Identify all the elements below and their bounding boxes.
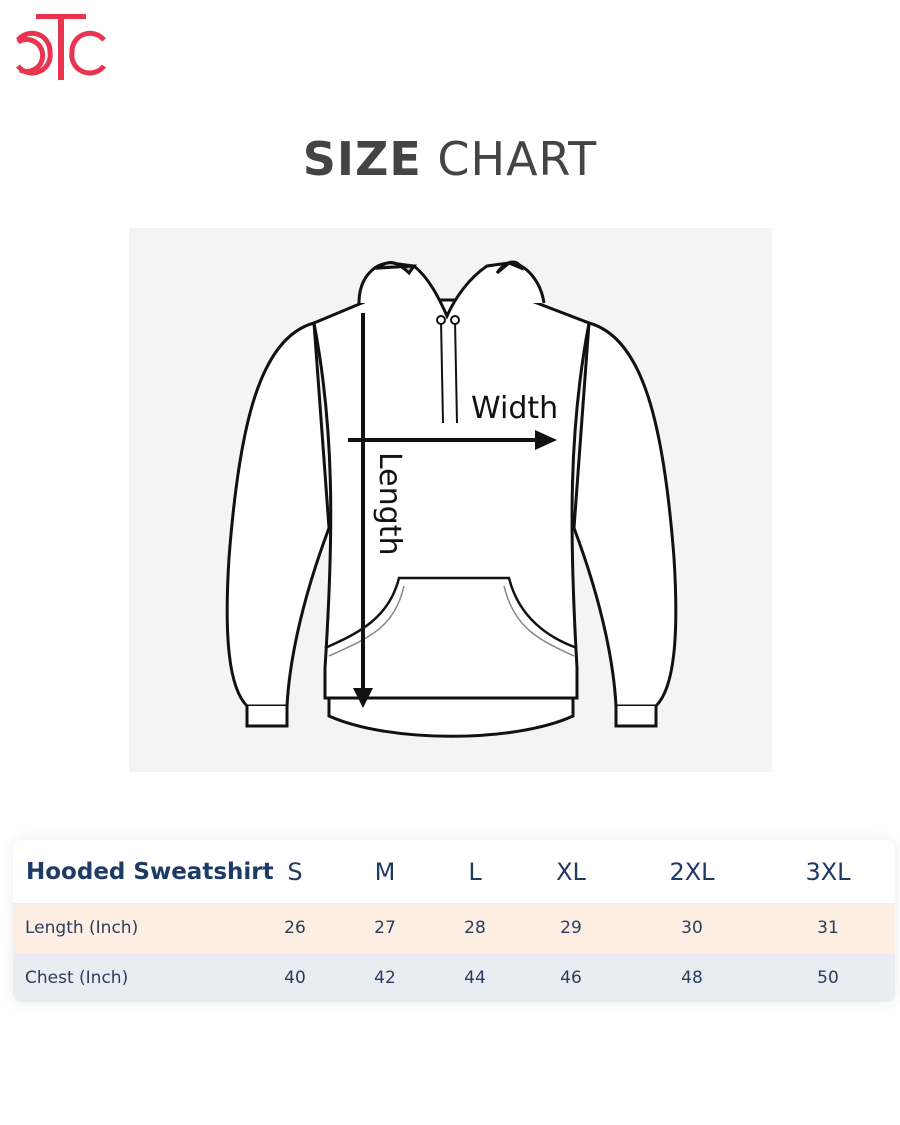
table-cell: 50 bbox=[817, 967, 839, 988]
size-header: L bbox=[468, 857, 482, 886]
table-cell: 26 bbox=[284, 918, 306, 938]
width-label: Width bbox=[471, 391, 559, 426]
table-header-title: Hooded Sweatshirt bbox=[26, 858, 274, 885]
hoodie-diagram: Width Length bbox=[129, 228, 772, 772]
size-header: 3XL bbox=[805, 857, 851, 886]
table-row: Chest (Inch) 40 42 44 46 48 50 bbox=[13, 953, 895, 1002]
length-label: Length bbox=[372, 452, 407, 556]
title-light: CHART bbox=[437, 132, 598, 186]
size-header: S bbox=[287, 857, 303, 886]
size-table: Hooded Sweatshirt S M L XL 2XL 3XL Lengt… bbox=[13, 840, 895, 1002]
size-header: M bbox=[374, 857, 396, 886]
row-label: Chest (Inch) bbox=[25, 967, 129, 988]
brand-logo bbox=[14, 12, 108, 82]
size-header: 2XL bbox=[669, 857, 715, 886]
table-cell: 31 bbox=[817, 918, 839, 938]
table-cell: 42 bbox=[374, 967, 396, 988]
table-cell: 40 bbox=[284, 967, 306, 988]
table-header-row: Hooded Sweatshirt S M L XL 2XL 3XL bbox=[13, 840, 895, 903]
size-header: XL bbox=[556, 857, 586, 886]
row-label: Length (Inch) bbox=[25, 918, 139, 938]
table-cell: 44 bbox=[464, 967, 486, 988]
title-bold: SIZE bbox=[302, 132, 422, 186]
table-cell: 46 bbox=[560, 967, 582, 988]
table-cell: 48 bbox=[681, 967, 703, 988]
page-title: SIZE CHART bbox=[0, 132, 900, 186]
table-cell: 30 bbox=[681, 918, 703, 938]
table-row: Length (Inch) 26 27 28 29 30 31 bbox=[13, 903, 895, 953]
table-cell: 29 bbox=[560, 918, 582, 938]
table-cell: 27 bbox=[374, 918, 396, 938]
table-cell: 28 bbox=[464, 918, 486, 938]
